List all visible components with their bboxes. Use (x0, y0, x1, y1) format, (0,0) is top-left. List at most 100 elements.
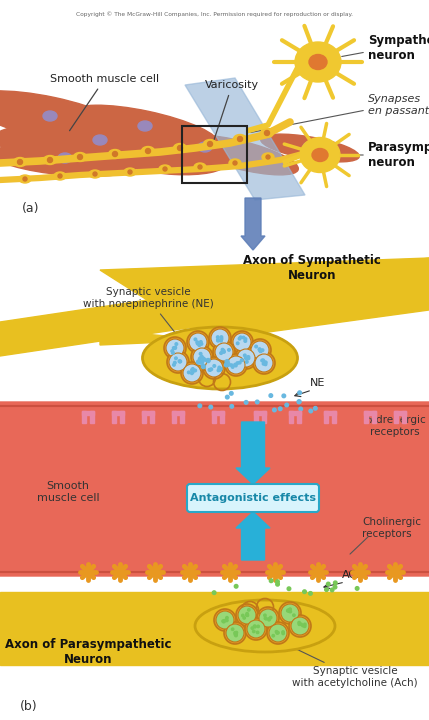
Text: Parasympathetic
neuron: Parasympathetic neuron (368, 141, 429, 169)
Circle shape (254, 625, 256, 627)
Ellipse shape (0, 91, 133, 145)
Circle shape (202, 357, 205, 360)
Circle shape (191, 369, 193, 372)
Circle shape (233, 333, 251, 351)
Circle shape (203, 357, 225, 379)
Circle shape (269, 624, 287, 642)
Circle shape (171, 350, 174, 352)
Circle shape (217, 339, 219, 342)
Circle shape (304, 624, 306, 626)
Circle shape (178, 360, 181, 363)
Bar (150, 411, 154, 423)
Circle shape (208, 369, 211, 371)
Circle shape (233, 161, 237, 165)
Circle shape (179, 360, 181, 363)
Circle shape (237, 349, 255, 367)
Circle shape (212, 591, 216, 595)
Circle shape (222, 349, 225, 352)
Bar (82, 411, 86, 423)
Ellipse shape (138, 121, 152, 131)
Text: (b): (b) (20, 700, 38, 713)
Bar (220, 411, 224, 423)
Ellipse shape (0, 144, 137, 176)
Ellipse shape (229, 159, 241, 167)
Circle shape (330, 588, 334, 592)
Circle shape (265, 130, 269, 135)
Bar (142, 411, 146, 423)
Circle shape (245, 400, 248, 404)
Circle shape (167, 351, 189, 373)
Circle shape (297, 400, 301, 403)
Circle shape (213, 341, 235, 363)
Circle shape (220, 339, 222, 342)
Circle shape (234, 364, 236, 366)
Circle shape (235, 364, 237, 367)
Circle shape (238, 338, 241, 340)
Text: Smooth muscle cell: Smooth muscle cell (50, 74, 159, 131)
Ellipse shape (0, 121, 100, 149)
Circle shape (231, 366, 234, 368)
Bar (394, 411, 406, 415)
Text: Axon of Sympathetic
Neuron: Axon of Sympathetic Neuron (243, 254, 381, 282)
Text: Synaptic vesicle
with acetylcholine (Ach): Synaptic vesicle with acetylcholine (Ach… (268, 635, 418, 688)
Circle shape (198, 165, 202, 169)
Circle shape (217, 369, 220, 372)
Circle shape (291, 617, 309, 635)
Circle shape (58, 174, 62, 178)
Circle shape (225, 354, 247, 376)
Circle shape (226, 619, 228, 621)
Circle shape (289, 608, 291, 611)
Circle shape (251, 627, 254, 629)
Circle shape (208, 142, 212, 146)
Circle shape (245, 361, 248, 363)
Ellipse shape (72, 105, 218, 150)
Circle shape (242, 336, 245, 339)
Circle shape (289, 611, 292, 613)
FancyArrow shape (236, 512, 270, 560)
Circle shape (128, 170, 132, 174)
Circle shape (112, 151, 118, 156)
Circle shape (190, 372, 193, 374)
Circle shape (201, 356, 203, 358)
Circle shape (285, 403, 289, 407)
Circle shape (272, 634, 275, 637)
Text: (a): (a) (22, 202, 39, 215)
Circle shape (264, 361, 267, 364)
Circle shape (166, 339, 184, 357)
Polygon shape (0, 258, 429, 356)
Bar (262, 411, 266, 423)
Circle shape (259, 609, 277, 627)
Circle shape (223, 621, 225, 623)
Polygon shape (185, 78, 305, 200)
Circle shape (196, 341, 199, 343)
Ellipse shape (93, 135, 107, 145)
Ellipse shape (159, 165, 171, 173)
Circle shape (209, 405, 212, 409)
Bar (90, 411, 94, 423)
Text: Varicosity: Varicosity (205, 80, 259, 140)
Circle shape (231, 628, 234, 631)
Circle shape (355, 587, 359, 590)
Circle shape (234, 633, 236, 636)
Circle shape (304, 625, 306, 628)
Circle shape (213, 364, 216, 367)
Circle shape (209, 369, 211, 372)
Circle shape (194, 369, 196, 372)
Bar (332, 411, 336, 423)
Circle shape (172, 364, 175, 366)
Circle shape (172, 351, 174, 354)
Circle shape (242, 614, 244, 617)
Circle shape (224, 622, 246, 644)
Bar (372, 411, 376, 423)
Ellipse shape (312, 148, 328, 161)
Circle shape (178, 360, 181, 362)
Circle shape (259, 349, 262, 352)
Ellipse shape (233, 135, 247, 143)
Circle shape (276, 580, 279, 583)
Polygon shape (100, 258, 429, 340)
Bar (142, 411, 154, 415)
Circle shape (145, 148, 151, 153)
Circle shape (234, 631, 236, 634)
Circle shape (262, 362, 265, 365)
Circle shape (245, 357, 247, 359)
